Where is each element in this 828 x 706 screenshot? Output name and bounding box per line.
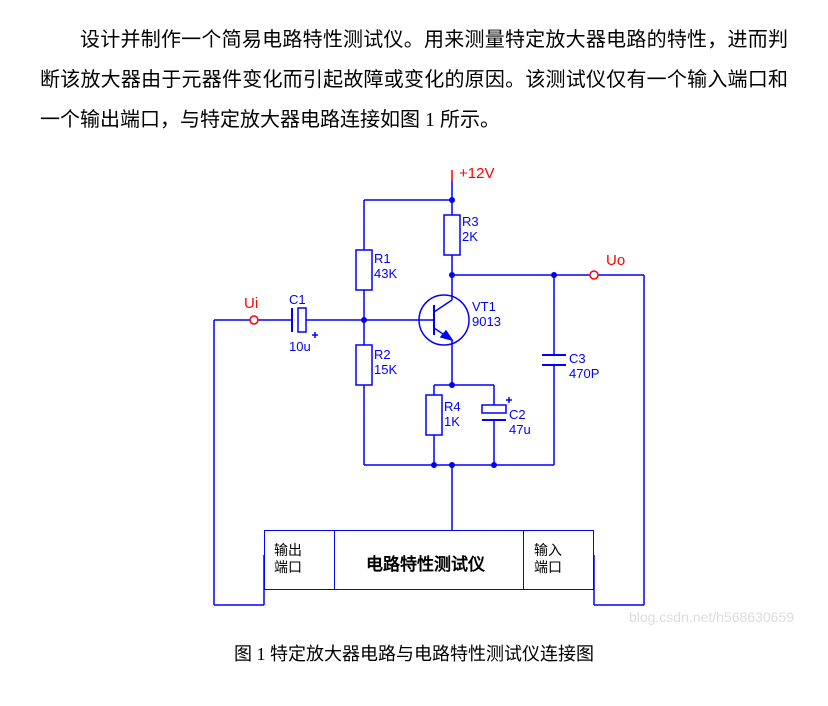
c1-val: 10u <box>289 340 311 355</box>
c3-label: C3470P <box>569 352 599 382</box>
r1-label: R143K <box>374 252 397 282</box>
c2-label: C247u <box>509 408 531 438</box>
in-port-label: 输入端口 <box>534 542 562 576</box>
watermark: blog.csdn.net/h568630659 <box>629 609 794 625</box>
r2-label: R215K <box>374 348 397 378</box>
r3-label: R32K <box>462 215 479 245</box>
c1-name: C1 <box>289 293 306 308</box>
out-port-label: 输出端口 <box>274 542 302 576</box>
power-label: +12V <box>459 165 494 182</box>
tester-title: 电路特性测试仪 <box>366 550 485 575</box>
figure-caption: 图 1 特定放大器电路与电路特性测试仪连接图 <box>40 640 788 666</box>
uo-label: Uo <box>606 252 625 269</box>
circuit-diagram: +12V Ui Uo R143K R215K R32K R41K C1 10u … <box>134 160 694 630</box>
description-text: 设计并制作一个简易电路特性测试仪。用来测量特定放大器电路的特性，进而判断该放大器… <box>40 20 788 140</box>
ui-label: Ui <box>244 295 258 312</box>
vt1-label: VT19013 <box>472 300 501 330</box>
r4-label: R41K <box>444 400 461 430</box>
